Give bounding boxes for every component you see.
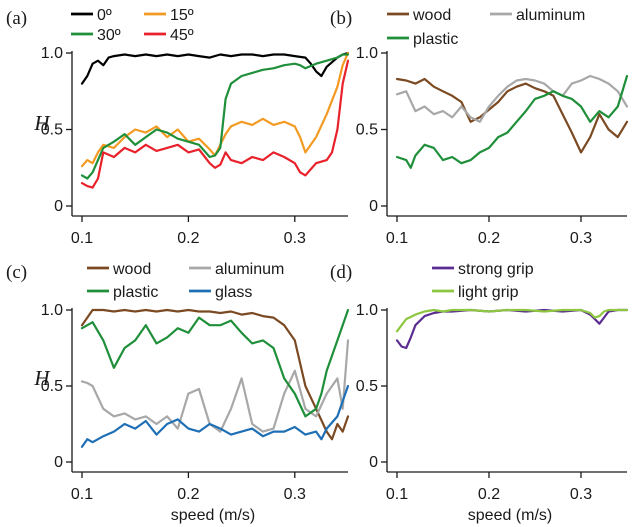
y-tick-label: 1.0 [41, 45, 63, 62]
x-tick-label: 0.3 [284, 486, 306, 503]
x-tick-label: 0.2 [177, 230, 199, 247]
series-line [395, 77, 629, 154]
x-tick-label: 0.1 [386, 486, 408, 503]
legend-label: aluminum [516, 7, 585, 24]
legend-label: 30º [97, 27, 121, 44]
legend-label: 15º [170, 7, 194, 24]
x-tick-label: 0.1 [71, 486, 93, 503]
panel-label: (d) [330, 262, 352, 283]
legend-label: wood [412, 7, 451, 24]
series-line [80, 53, 350, 180]
series-line [395, 74, 629, 123]
legend-label: plastic [413, 31, 458, 48]
y-axis-label: H [33, 366, 51, 390]
legend-label: strong grip [458, 261, 534, 278]
y-tick-label: 0 [54, 198, 63, 215]
y-tick-label: 0 [369, 198, 378, 215]
y-tick-label: 0 [54, 454, 63, 471]
legend-label: 0º [97, 7, 112, 24]
x-tick-label: 0.2 [478, 230, 500, 247]
series-line [80, 308, 350, 418]
panel-label: (b) [330, 8, 352, 29]
y-tick-label: 1.0 [356, 45, 378, 62]
panel-label: (a) [6, 8, 27, 29]
x-tick-label: 0.3 [570, 230, 592, 247]
legend-label: aluminum [215, 261, 284, 278]
series-line [80, 384, 350, 448]
series-line [80, 59, 350, 189]
x-tick-label: 0.2 [177, 486, 199, 503]
y-tick-label: 1.0 [356, 302, 378, 319]
panel-label: (c) [6, 262, 27, 283]
x-tick-label: 0.3 [570, 486, 592, 503]
x-tick-label: 0.1 [386, 230, 408, 247]
y-tick-label: 0.5 [41, 378, 63, 395]
series-line [80, 51, 350, 85]
x-tick-label: 0.3 [284, 230, 306, 247]
y-tick-label: 0 [369, 454, 378, 471]
y-tick-label: 0.5 [356, 378, 378, 395]
x-axis-label: speed (m/s) [468, 507, 552, 524]
x-tick-label: 0.1 [71, 230, 93, 247]
y-tick-label: 1.0 [41, 302, 63, 319]
legend-label: plastic [113, 284, 158, 301]
legend-label: wood [112, 261, 151, 278]
x-axis-label: speed (m/s) [171, 507, 255, 524]
legend-label: glass [215, 284, 252, 301]
y-axis-label: H [33, 111, 51, 135]
legend-label: light grip [458, 284, 519, 301]
y-tick-label: 0.5 [356, 122, 378, 139]
x-tick-label: 0.2 [478, 486, 500, 503]
y-tick-label: 0.5 [41, 122, 63, 139]
series-line [80, 308, 350, 441]
series-line [395, 74, 629, 169]
series-line [395, 308, 629, 333]
legend-label: 45º [170, 27, 194, 44]
